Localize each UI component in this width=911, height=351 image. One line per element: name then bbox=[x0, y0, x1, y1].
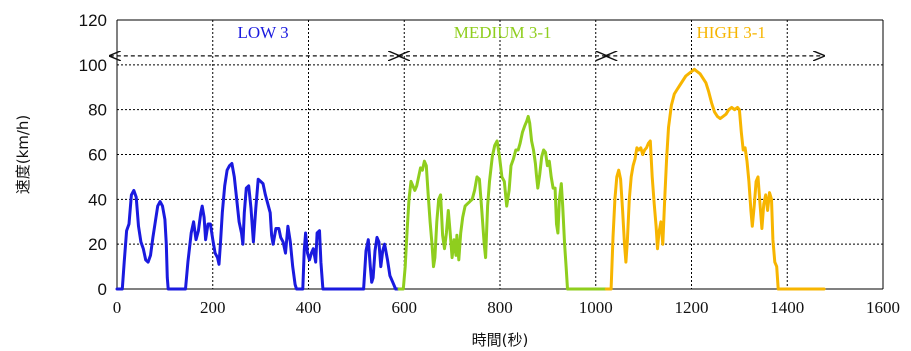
x-tick-label-600: 600 bbox=[392, 298, 418, 317]
x-tick-label-0: 0 bbox=[113, 298, 122, 317]
x-tick-label-800: 800 bbox=[487, 298, 513, 317]
phase-label-2: HIGH 3-1 bbox=[697, 23, 766, 42]
x-tick-label-1200: 1200 bbox=[675, 298, 709, 317]
x-tick-label-400: 400 bbox=[296, 298, 322, 317]
y-tick-label-0: 0 bbox=[98, 280, 107, 299]
x-axis-title: 時間(秒) bbox=[472, 331, 529, 349]
y-axis-ticks: 0 20 40 60 80 100 120 bbox=[79, 11, 107, 299]
series-line-1 bbox=[397, 114, 608, 291]
phase-label-0: LOW 3 bbox=[237, 23, 288, 42]
series-group bbox=[115, 67, 826, 291]
y-axis-title: 速度(km/h) bbox=[14, 115, 32, 195]
x-tick-label-1000: 1000 bbox=[579, 298, 613, 317]
phase-label-1: MEDIUM 3-1 bbox=[454, 23, 552, 42]
y-tick-label-80: 80 bbox=[88, 101, 107, 120]
y-tick-label-40: 40 bbox=[88, 190, 107, 209]
x-tick-label-200: 200 bbox=[200, 298, 226, 317]
y-tick-label-120: 120 bbox=[79, 11, 107, 30]
y-tick-label-60: 60 bbox=[88, 146, 107, 165]
series-line-2 bbox=[604, 67, 826, 291]
y-tick-label-20: 20 bbox=[88, 235, 107, 254]
x-axis-ticks: 0 200 400 600 800 1000 1200 1400 1600 bbox=[113, 298, 900, 317]
y-tick-label-100: 100 bbox=[79, 56, 107, 75]
x-tick-label-1600: 1600 bbox=[866, 298, 900, 317]
series-line-0 bbox=[115, 162, 401, 291]
chart-grid bbox=[116, 19, 884, 290]
phase-arrows: LOW 3 MEDIUM 3-1 HIGH 3-1 bbox=[110, 23, 824, 56]
x-tick-label-1400: 1400 bbox=[770, 298, 804, 317]
